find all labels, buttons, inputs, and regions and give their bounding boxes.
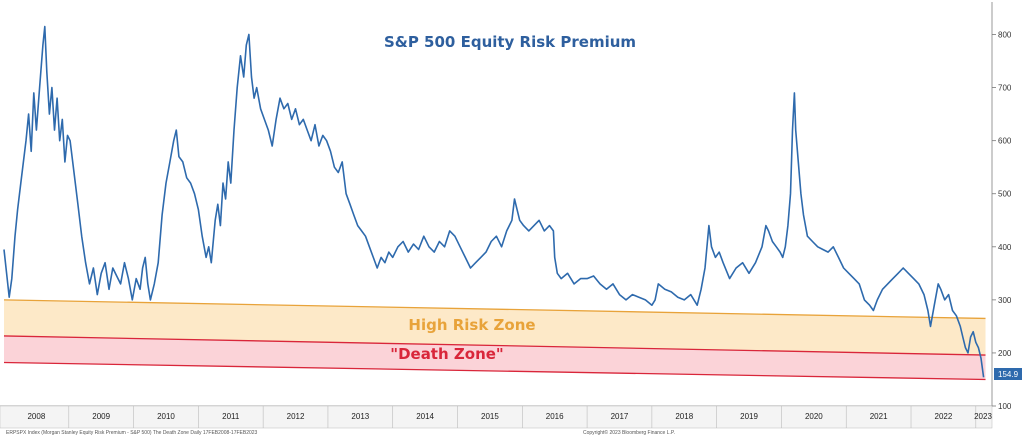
x-tick-label: 2008 bbox=[27, 412, 45, 421]
last-value-tag: 154.9 bbox=[994, 368, 1022, 380]
y-tick-label: 200 bbox=[998, 349, 1012, 358]
y-tick-label: 400 bbox=[998, 243, 1012, 252]
zone-band-1 bbox=[4, 335, 986, 380]
x-tick-label: 2021 bbox=[870, 412, 888, 421]
y-tick-label: 300 bbox=[998, 296, 1012, 305]
x-tick-label: 2022 bbox=[935, 412, 953, 421]
death-zone-label: "Death Zone" bbox=[390, 345, 503, 363]
x-tick-label: 2013 bbox=[351, 412, 369, 421]
x-tick-label: 2023 bbox=[974, 412, 992, 421]
last-value-label: 154.9 bbox=[998, 370, 1019, 379]
high-risk-zone-label: High Risk Zone bbox=[408, 316, 535, 334]
footer-copyright: Copyright© 2023 Bloomberg Finance L.P. bbox=[583, 429, 675, 436]
x-tick-label: 2018 bbox=[675, 412, 693, 421]
x-tick-label: 2016 bbox=[546, 412, 564, 421]
chart-title: S&P 500 Equity Risk Premium bbox=[384, 33, 636, 51]
zone-band-0 bbox=[4, 299, 986, 356]
series-line-0 bbox=[3, 25, 985, 378]
y-tick-label: 100 bbox=[998, 402, 1012, 411]
x-tick-label: 2019 bbox=[740, 412, 758, 421]
zone-upper-line-1 bbox=[3, 335, 986, 356]
footer-source: ERPSPX Index (Morgan Stanley Equity Risk… bbox=[6, 430, 258, 436]
x-tick-label: 2010 bbox=[157, 412, 175, 421]
zone-lower-line-1 bbox=[3, 361, 986, 381]
x-tick-label: 2009 bbox=[92, 412, 110, 421]
x-tick-label: 2014 bbox=[416, 412, 434, 421]
y-tick-label: 800 bbox=[998, 31, 1012, 40]
x-tick-label: 2020 bbox=[805, 412, 823, 421]
y-tick-label: 600 bbox=[998, 137, 1012, 146]
x-tick-label: 2011 bbox=[222, 412, 240, 421]
x-tick-label: 2012 bbox=[287, 412, 305, 421]
y-tick-label: 700 bbox=[998, 84, 1012, 93]
x-tick-label: 2017 bbox=[611, 412, 629, 421]
y-tick-label: 500 bbox=[998, 190, 1012, 199]
x-axis-band bbox=[0, 405, 993, 429]
x-tick-label: 2015 bbox=[481, 412, 499, 421]
zone-upper-line-0 bbox=[3, 299, 986, 320]
